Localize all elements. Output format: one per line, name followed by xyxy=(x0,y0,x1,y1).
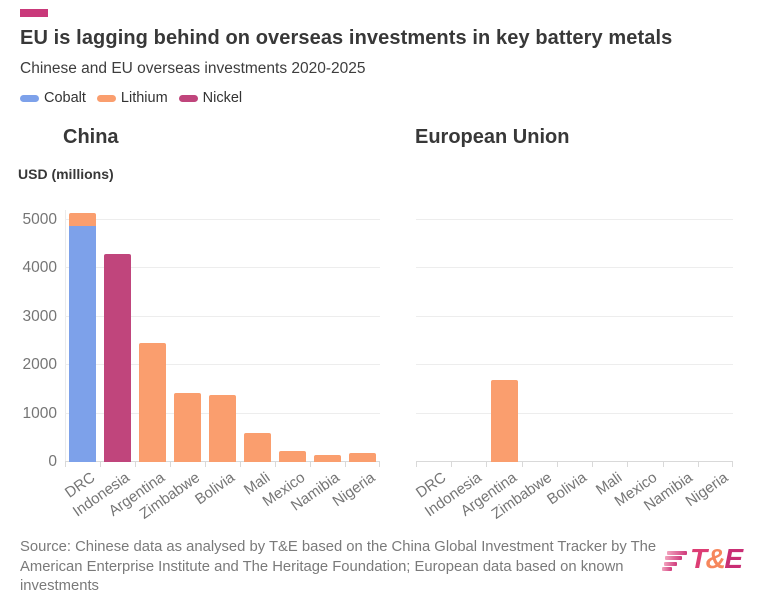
y-tick-label: 2000 xyxy=(22,356,57,374)
gridline xyxy=(416,315,733,317)
x-category-label: Bolivia xyxy=(544,469,591,509)
bar-namibia-lithium[interactable] xyxy=(314,454,341,462)
x-tick-mark xyxy=(310,462,311,467)
legend-item-cobalt[interactable]: Cobalt xyxy=(20,90,86,106)
x-tick-mark xyxy=(345,462,346,467)
x-tick-mark xyxy=(205,462,206,467)
bar-nigeria-lithium[interactable] xyxy=(349,453,376,462)
y-axis-line xyxy=(65,210,66,462)
bar-mexico-lithium[interactable] xyxy=(279,451,306,462)
legend-label: Lithium xyxy=(120,90,168,106)
tne-logo-text: T&E xyxy=(690,543,743,574)
y-tick-label: 3000 xyxy=(22,307,57,325)
x-tick-mark xyxy=(100,462,101,467)
panel-title-eu: European Union xyxy=(415,126,570,148)
brand-marker xyxy=(20,9,48,17)
cobalt-swatch-icon xyxy=(20,94,39,102)
page-subtitle: Chinese and EU overseas investments 2020… xyxy=(20,60,366,77)
legend-item-nickel[interactable]: Nickel xyxy=(178,90,243,106)
x-tick-mark xyxy=(556,462,558,467)
x-tick-mark xyxy=(627,462,629,467)
bar-mali-lithium[interactable] xyxy=(244,432,271,462)
x-tick-mark xyxy=(240,462,241,467)
x-tick-mark xyxy=(65,462,66,467)
x-tick-mark xyxy=(170,462,171,467)
bar-indonesia-nickel[interactable] xyxy=(104,253,131,462)
legend: Cobalt Lithium Nickel xyxy=(20,90,242,106)
page-title: EU is lagging behind on overseas investm… xyxy=(20,27,673,49)
nickel-swatch-icon xyxy=(178,94,198,102)
china-plot: DRC Indonesia Argentina Zimbabwe Bolivia Mali… xyxy=(62,210,380,523)
bar-drc-lithium[interactable] xyxy=(69,212,96,227)
gridline xyxy=(65,364,380,366)
x-tick-mark xyxy=(379,462,380,467)
gridline xyxy=(416,267,733,269)
x-tick-mark xyxy=(662,462,664,467)
x-tick-mark xyxy=(592,462,594,467)
gridline xyxy=(416,219,733,220)
x-tick-mark xyxy=(732,462,733,467)
lithium-swatch-icon xyxy=(96,94,116,102)
y-axis-label: USD (millions) xyxy=(18,166,114,182)
eu-plot: DRC Indonesia Argentina Zimbabwe Bolivia Mali… xyxy=(413,219,733,523)
panel-title-china: China xyxy=(63,126,119,148)
gridline xyxy=(416,412,733,414)
x-axis-line xyxy=(416,461,733,462)
x-tick-mark xyxy=(521,462,523,467)
x-tick-mark xyxy=(486,462,488,467)
tne-logo-icon xyxy=(660,549,687,576)
legend-label: Nickel xyxy=(202,90,243,106)
gridline xyxy=(416,364,733,366)
y-tick-label: 4000 xyxy=(22,259,57,277)
y-tick-label: 0 xyxy=(48,453,57,470)
x-tick-mark xyxy=(697,462,699,467)
bar-zimbabwe-lithium[interactable] xyxy=(174,393,201,462)
bar-argentina-lithium[interactable] xyxy=(139,343,166,462)
source-note: Source: Chinese data as analysed by T&E … xyxy=(20,539,657,594)
y-tick-label: 5000 xyxy=(22,211,57,228)
x-tick-mark xyxy=(135,462,136,467)
x-category-label: Bolivia xyxy=(192,469,239,509)
bar-bolivia-lithium[interactable] xyxy=(209,395,236,462)
legend-item-lithium[interactable]: Lithium xyxy=(96,90,168,106)
y-tick-label: 1000 xyxy=(22,404,57,422)
x-tick-mark xyxy=(275,462,276,467)
gridline xyxy=(65,267,380,269)
bar-argentina-lithium[interactable] xyxy=(490,379,518,462)
x-tick-mark xyxy=(451,462,453,467)
tne-logo: T&E xyxy=(660,543,743,576)
bar-drc-cobalt[interactable] xyxy=(69,226,96,462)
gridline xyxy=(65,219,380,220)
legend-label: Cobalt xyxy=(44,90,86,106)
x-tick-mark xyxy=(416,462,417,467)
gridline xyxy=(65,315,380,317)
